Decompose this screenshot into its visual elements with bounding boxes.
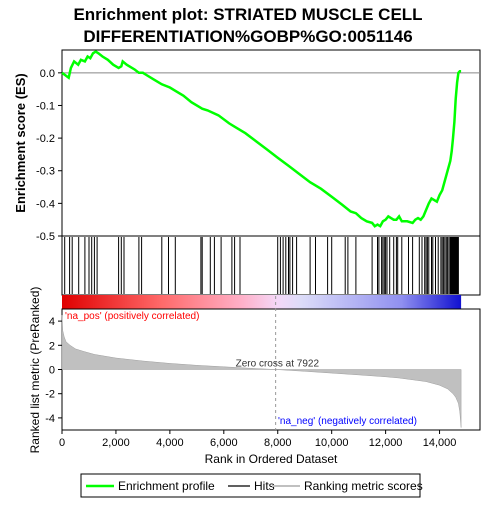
ranking-color-bar <box>62 295 462 309</box>
metric-y-tick-label: 4 <box>49 316 55 328</box>
es-y-axis-label: Enrichment score (ES) <box>13 73 28 212</box>
es-y-tick-label: 0.0 <box>40 68 55 80</box>
legend-hits-label: Hits <box>254 479 275 493</box>
enrichment-profile-line <box>61 50 462 228</box>
legend-metric-label: Ranking metric scores <box>304 479 423 493</box>
es-y-tick-label: -0.1 <box>36 100 55 112</box>
metric-y-tick-label: -2 <box>45 389 55 401</box>
pos-correlated-label: 'na_pos' (positively correlated) <box>65 311 199 322</box>
hits-panel-frame <box>61 235 481 296</box>
chart-title-line1: Enrichment plot: STRIATED MUSCLE CELL <box>73 5 422 24</box>
metric-y-tick-label: 0 <box>49 365 55 377</box>
x-tick-label: 14,000 <box>423 437 457 449</box>
metric-y-tick-label: 2 <box>49 340 55 352</box>
metric-y-tick-label: -4 <box>45 413 55 425</box>
neg-correlated-label: 'na_neg' (negatively correlated) <box>278 416 417 427</box>
x-tick-label: 4,000 <box>156 437 184 449</box>
x-tick-label: 0 <box>59 437 65 449</box>
es-y-tick-label: -0.2 <box>36 133 55 145</box>
zero-cross-label: Zero cross at 7922 <box>236 359 320 370</box>
x-tick-label: 8,000 <box>264 437 292 449</box>
legend-box <box>80 473 421 498</box>
x-tick-label: 12,000 <box>369 437 403 449</box>
chart-title-line2: DIFFERENTIATION%GOBP%GO:0051146 <box>83 27 412 46</box>
es-y-tick-label: -0.3 <box>36 166 55 178</box>
es-y-tick-label: -0.4 <box>36 198 55 210</box>
x-tick-label: 10,000 <box>315 437 349 449</box>
ranking-metric-area <box>61 315 462 428</box>
x-axis-label: Rank in Ordered Dataset <box>205 452 338 466</box>
metric-y-axis-label: Ranked list metric (PreRanked) <box>28 287 42 454</box>
es-panel-frame <box>61 49 481 237</box>
legend-enrichment-label: Enrichment profile <box>118 479 215 493</box>
es-y-tick-label: -0.5 <box>36 231 55 243</box>
x-tick-label: 2,000 <box>102 437 130 449</box>
x-tick-label: 6,000 <box>210 437 238 449</box>
